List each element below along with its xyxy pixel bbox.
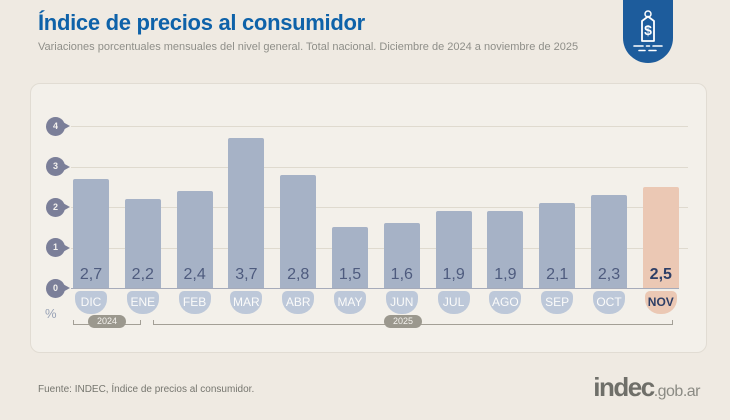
bar-value-oct: 2,3	[597, 266, 621, 283]
bar-value-ene: 2,2	[131, 266, 154, 283]
svg-text:$: $	[644, 22, 652, 38]
page-subtitle: Variaciones porcentuales mensuales del n…	[38, 41, 579, 53]
month-label-dic: DIC	[75, 291, 107, 314]
bar-jun	[383, 223, 420, 288]
month-label-sep: SEP	[541, 291, 574, 314]
bar-may	[332, 227, 368, 288]
indec-logo-text: indec	[593, 372, 655, 402]
bar-value-nov: 2,5	[649, 266, 672, 283]
bar-value-mar: 3,7	[235, 266, 258, 283]
bar-oct	[591, 194, 627, 288]
month-label-mar: MAR	[230, 291, 263, 314]
y-tick-3: 3	[46, 157, 70, 176]
bar-value-abr: 2,8	[287, 266, 310, 283]
bar-value-feb: 2,4	[183, 266, 206, 283]
bar-abr	[280, 174, 317, 288]
bar-ago	[487, 211, 524, 288]
year-label-2024: 2024	[87, 315, 127, 328]
price-tag-dollar-icon: $	[633, 9, 663, 51]
month-label-may: MAY	[334, 291, 366, 314]
bar-mar	[228, 138, 265, 288]
bar-feb	[176, 190, 213, 288]
gridline-1	[71, 247, 688, 249]
month-label-feb: FEB	[178, 291, 211, 314]
page-title: Índice de precios al consumidor	[38, 10, 365, 35]
month-label-abr: ABR	[282, 291, 315, 314]
month-label-ene: ENE	[126, 291, 159, 314]
source-note: Fuente: INDEC, Índice de precios al cons…	[38, 384, 255, 395]
bar-dic	[73, 178, 109, 288]
month-label-oct: OCT	[593, 291, 625, 314]
gridline-3	[71, 166, 688, 168]
bar-sep	[539, 202, 576, 288]
y-tick-4: 4	[46, 116, 70, 136]
bar-jul	[435, 211, 472, 288]
bar-value-ago: 1,9	[494, 266, 517, 283]
chart-panel: 0 1 2 3 4 2,7 DIC 2,2 ENE 2,4 FEB 3,7 MAR 2,8 ABR 1,5 MA…	[30, 83, 707, 353]
gridline-2	[71, 207, 688, 208]
y-tick-0: 0	[46, 278, 70, 298]
gridline-0	[71, 288, 679, 289]
indec-logo: indec .gob.ar	[593, 372, 700, 403]
year-label-2025: 2025	[383, 315, 423, 328]
bar-value-sep: 2,1	[546, 266, 569, 283]
bar-ene	[124, 198, 161, 288]
bar-value-jul: 1,9	[442, 266, 465, 283]
y-tick-1: 1	[46, 238, 70, 257]
month-label-nov: NOV	[644, 291, 677, 314]
y-tick-2: 2	[46, 197, 70, 217]
bar-chart: 0 1 2 3 4 2,7 DIC 2,2 ENE 2,4 FEB 3,7 MAR 2,8 ABR 1,5 MA…	[31, 84, 706, 352]
month-label-jul: JUL	[437, 291, 470, 314]
gridline-4	[71, 126, 688, 127]
bar-nov	[642, 186, 679, 288]
bar-value-may: 1,5	[338, 266, 362, 283]
month-label-ago: AGO	[489, 291, 522, 314]
percent-axis-label: %	[45, 306, 57, 321]
bar-value-dic: 2,7	[79, 266, 103, 283]
month-label-jun: JUN	[385, 291, 418, 314]
bar-value-jun: 1,6	[390, 266, 413, 283]
indec-logo-suffix: .gob.ar	[653, 383, 701, 400]
price-tag-badge: $	[623, 0, 673, 63]
